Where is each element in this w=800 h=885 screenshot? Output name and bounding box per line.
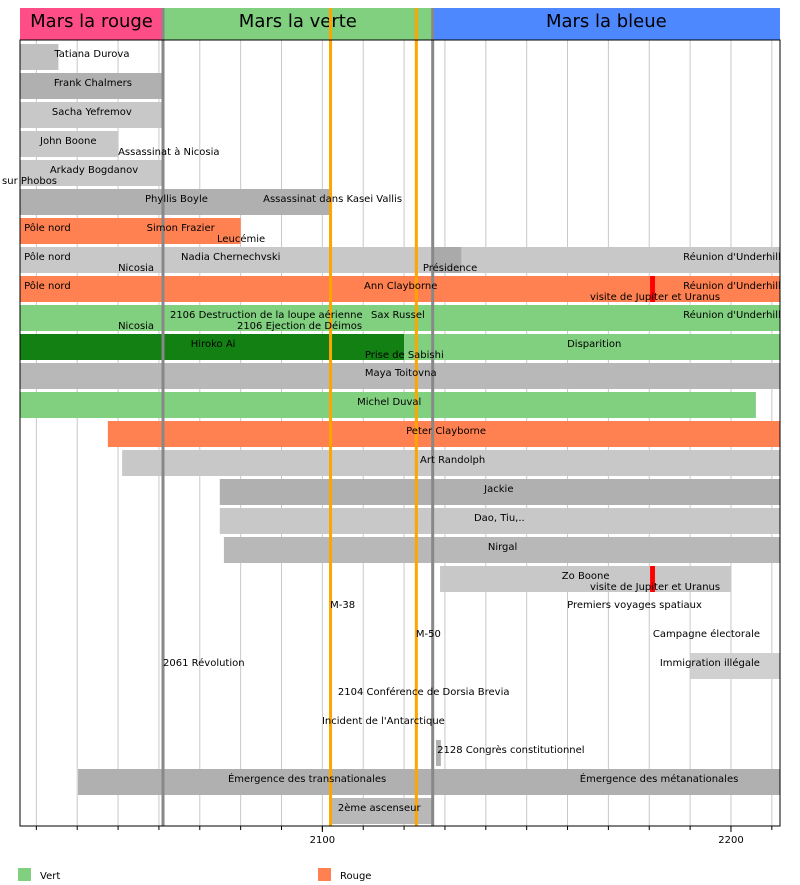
row-label: M-50 (416, 629, 441, 640)
bar (219, 479, 780, 505)
row-label: Pôle nord (24, 280, 71, 292)
bar (20, 218, 241, 244)
bar (440, 566, 731, 592)
bar (20, 305, 780, 331)
row-label: Art Randolph (420, 455, 485, 466)
bar (650, 566, 655, 592)
row-label: Immigration illégale (660, 657, 760, 669)
row-label: 2ème ascenseur (338, 802, 422, 814)
row-label: John Boone (39, 136, 97, 147)
bar (219, 508, 780, 534)
row-label: Maya Toitovna (365, 368, 437, 379)
row-label: Arkady Bogdanov (50, 165, 138, 176)
row-label: Nadia Chernechvski (181, 252, 280, 263)
row-label: 2106 Destruction de la loupe aérienne (170, 309, 363, 321)
era-title: Mars la bleue (546, 11, 667, 32)
x-tick-label: 2100 (310, 835, 335, 846)
row-label: Jackie (483, 484, 513, 495)
event-label: Nicosia (118, 321, 154, 332)
era-band (432, 8, 780, 40)
bar (223, 537, 781, 563)
row-label: Pôle nord (24, 222, 71, 234)
row-label: Disparition (567, 339, 621, 350)
legend-label: Rouge (340, 871, 371, 882)
bar (432, 247, 462, 273)
row-label: Réunion d'Underhill (683, 251, 781, 263)
row-label: 2104 Conférence de Dorsia Brevia (338, 686, 510, 698)
row-label: Simon Frazier (147, 223, 216, 234)
era-title: Mars la rouge (30, 11, 153, 32)
era-band (163, 8, 433, 40)
row-label: Sax Russel (371, 310, 425, 321)
legend-swatch (318, 868, 331, 881)
era-title: Mars la verte (239, 11, 357, 32)
bar (20, 392, 756, 418)
bar (435, 740, 441, 766)
row-label: Dao, Tiu,.. (474, 513, 525, 524)
bar (20, 131, 119, 157)
event-label: visite de Jupiter et Uranus (590, 582, 720, 593)
row-label: Nirgal (488, 542, 517, 553)
row-label: Pôle nord (24, 251, 71, 263)
event-label: 2106 Ejection de Déimos (237, 320, 362, 332)
row-label: M-38 (330, 600, 355, 611)
row-label: Sacha Yefremov (52, 107, 132, 118)
bar (20, 189, 331, 215)
row-label: Hiroko Ai (191, 339, 236, 350)
event-label: Présidence (423, 262, 477, 274)
bar (122, 450, 781, 476)
row-label: 2061 Révolution (163, 657, 245, 669)
event-label: Assassinat à Nicosia (118, 146, 219, 158)
row-label: Réunion d'Underhill (683, 280, 781, 292)
row-label: Campagne électorale (653, 628, 760, 640)
row-label: Assassinat dans Kasei Vallis (263, 194, 402, 205)
row-label: Zo Boone (562, 571, 610, 582)
event-label: Prise de Sabishi (365, 350, 444, 361)
bar (20, 334, 405, 360)
row-label: Phyllis Boyle (145, 194, 208, 205)
event-label: sur Phobos (2, 176, 57, 187)
legend-swatch (18, 868, 31, 881)
plot-frame (19, 39, 781, 827)
row-label: Peter Clayborne (406, 426, 486, 437)
bar (20, 247, 780, 273)
x-tick-label: 2200 (718, 835, 743, 846)
row-label: Réunion d'Underhill (683, 309, 781, 321)
bar (20, 363, 780, 389)
bar (20, 160, 164, 186)
row-label: Frank Chalmers (54, 78, 132, 89)
bar (107, 421, 780, 447)
row-label: Ann Clayborne (364, 281, 437, 292)
row-label: Incident de l'Antarctique (322, 716, 445, 727)
row-label: 2128 Congrès constitutionnel (437, 744, 584, 756)
bar (690, 653, 780, 679)
row-label: Émergence des transnationales (228, 772, 386, 785)
bar (650, 276, 655, 302)
legend-label: Vert (40, 871, 60, 882)
event-label: visite de Jupiter et Uranus (590, 292, 720, 303)
era-band (20, 8, 164, 40)
row-label: Tatiana Durova (53, 49, 129, 60)
event-label: Leucémie (217, 233, 265, 245)
event-label: Nicosia (118, 263, 154, 274)
bar (20, 73, 164, 99)
bar (20, 102, 164, 128)
row-label: Premiers voyages spatiaux (567, 600, 702, 611)
bar (20, 44, 59, 70)
bar (404, 334, 780, 360)
bar (78, 769, 781, 795)
row-label: Michel Duval (357, 397, 421, 408)
row-label: Émergence des métanationales (580, 772, 739, 785)
